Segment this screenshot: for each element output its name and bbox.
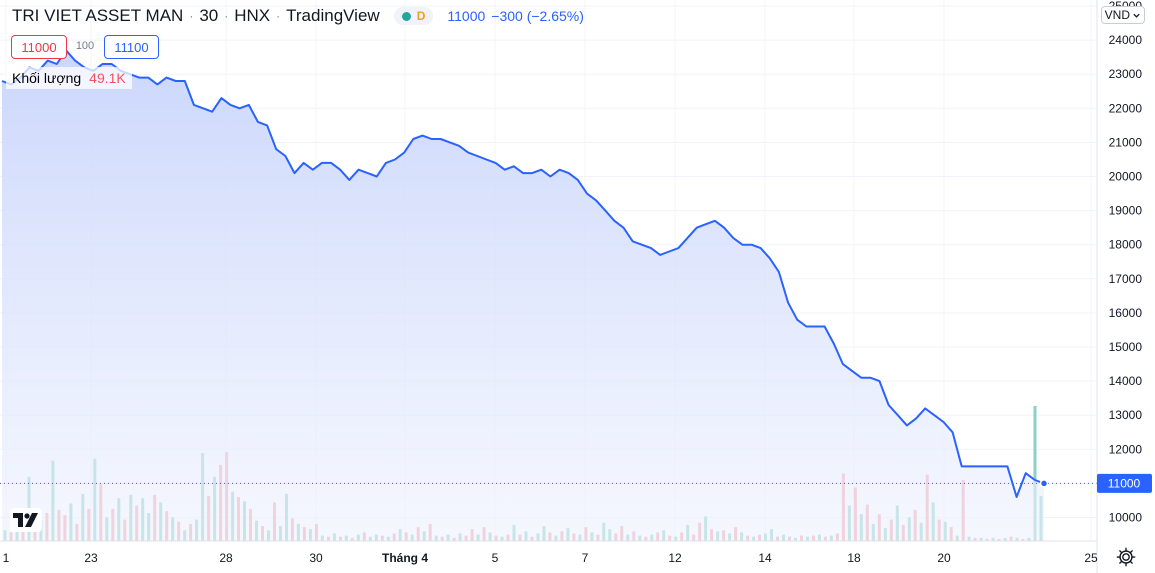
chevron-down-icon (1133, 13, 1140, 18)
exchange-label: HNX (234, 6, 271, 25)
price-tick-label: 13000 (1109, 408, 1143, 422)
market-status-pill[interactable]: D (393, 7, 434, 25)
price-tick-label: 23000 (1109, 67, 1143, 81)
provider-label: TradingView (286, 6, 380, 25)
time-tick-label: Tháng 4 (382, 551, 428, 565)
last-price-dot (1039, 479, 1049, 488)
volume-value: 49.1K (89, 70, 126, 86)
time-tick-label: 20 (937, 551, 951, 565)
time-tick-label: 18 (847, 551, 861, 565)
buy-button[interactable]: 11100 (104, 35, 159, 59)
price-tick-label: 16000 (1109, 306, 1143, 320)
separator-dot: · (276, 9, 281, 23)
volume-bar (1033, 406, 1037, 541)
sell-button[interactable]: 11000 (11, 35, 67, 59)
chart-header: TRI VIET ASSET MAN · 30 · HNX · TradingV… (12, 6, 584, 26)
spread-value: 100 (75, 40, 95, 52)
market-open-icon (401, 11, 411, 21)
time-tick-label: 28 (219, 551, 233, 565)
time-tick-label: 5 (492, 551, 499, 565)
time-axis[interactable]: 1 23 28 30 Tháng 4 5 7 12 14 18 20 25 (3, 551, 1098, 565)
time-tick-label: 30 (309, 551, 323, 565)
currency-label: VND (1104, 8, 1130, 22)
price-tick-label: 21000 (1109, 135, 1143, 149)
time-tick-label: 1 (3, 551, 10, 565)
price-tick-label: 20000 (1109, 170, 1143, 184)
last-price: 11000 (447, 8, 486, 24)
price-tick-label: 14000 (1109, 374, 1143, 388)
price-tick-label: 22000 (1109, 101, 1143, 115)
price-tick-label: 19000 (1109, 204, 1143, 218)
time-tick-label: 23 (84, 551, 98, 565)
price-tick-label: 10000 (1109, 511, 1143, 525)
symbol-name[interactable]: TRI VIET ASSET MAN (12, 6, 184, 25)
price-tick-label: 18000 (1109, 238, 1143, 252)
time-tick-label: 25 (1084, 551, 1098, 565)
session-badge: D (416, 9, 426, 23)
last-price-tag: 11000 (1097, 473, 1152, 493)
price-tick-label: 17000 (1109, 272, 1143, 286)
separator-dot: · (189, 9, 194, 23)
volume-legend[interactable]: Khối lượng 49.1K (6, 67, 132, 89)
price-change: −300 (−2.65%) (491, 8, 584, 24)
separator-dot: · (224, 9, 229, 23)
price-axis[interactable]: 10000 11000 12000 13000 14000 15000 16000 17000… (1109, 0, 1143, 525)
last-price-tag-label: 11000 (1108, 476, 1141, 490)
tradingview-logo-glyph (13, 513, 38, 527)
gear-icon[interactable] (1115, 546, 1137, 568)
price-tick-label: 24000 (1109, 33, 1143, 47)
price-line (1, 49, 1045, 498)
time-tick-label: 12 (668, 551, 682, 565)
time-tick-label: 14 (758, 551, 772, 565)
tradingview-logo-icon[interactable] (10, 508, 42, 532)
currency-selector[interactable]: VND (1100, 6, 1145, 24)
price-area-fill (2, 50, 1044, 542)
volume-label: Khối lượng (12, 70, 82, 86)
price-tick-label: 15000 (1109, 340, 1143, 354)
time-tick-label: 7 (582, 551, 589, 565)
interval-label[interactable]: 30 (199, 6, 219, 25)
price-tick-label: 12000 (1109, 442, 1143, 456)
